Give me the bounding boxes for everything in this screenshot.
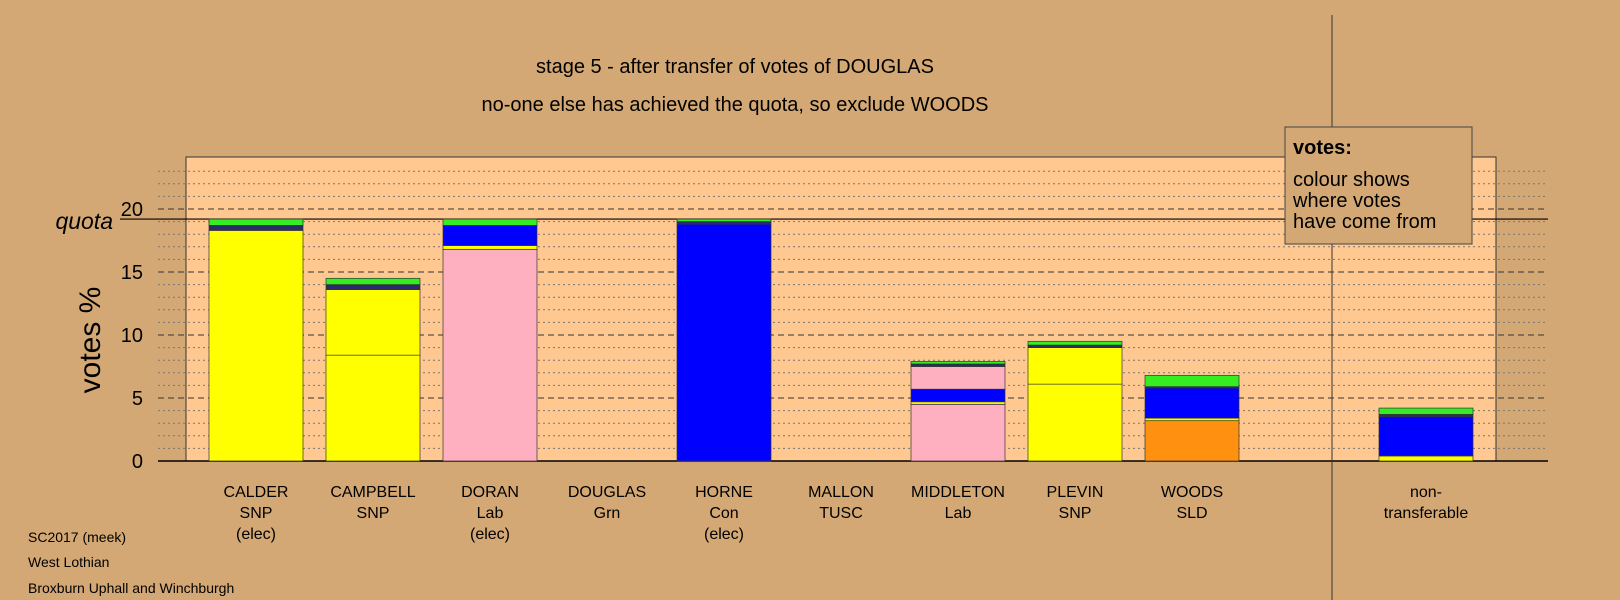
x-tick-label: DOUGLAS <box>568 484 646 501</box>
bar-woods-segment <box>1144 417 1240 422</box>
x-tick-label: (elec) <box>236 526 276 543</box>
bar-horne-segment <box>676 218 772 222</box>
bar-middleton-segment <box>910 388 1006 403</box>
bar-campbell-segment <box>325 354 421 462</box>
bar-middleton-segment <box>910 366 1006 390</box>
x-tick-label: Lab <box>945 505 972 522</box>
chart-title: stage 5 - after transfer of votes of DOU… <box>536 56 934 78</box>
x-tick-label: WOODS <box>1161 484 1223 501</box>
bar-nontransferable-segment <box>1378 414 1474 418</box>
chart-subtitle: no-one else has achieved the quota, so e… <box>482 94 989 116</box>
footer-council: West Lothian <box>28 554 110 570</box>
x-tick-label: Grn <box>594 505 621 522</box>
bar-nontransferable-segment <box>1378 416 1474 457</box>
bar-nontransferable-segment <box>1378 455 1474 462</box>
x-tick-label: CALDER <box>224 484 289 501</box>
y-tick-label: 15 <box>121 262 143 284</box>
y-tick-label: 20 <box>121 199 143 221</box>
bar-plevin-segment <box>1027 347 1123 385</box>
legend-line-1: colour shows <box>1293 169 1410 191</box>
y-tick-label: 5 <box>132 388 143 410</box>
bar-calder-segment <box>208 230 304 462</box>
nontransferable-label: non- <box>1410 484 1442 501</box>
nontransferable-label: transferable <box>1384 505 1469 522</box>
x-tick-label: SLD <box>1176 505 1207 522</box>
bar-doran-segment <box>442 248 538 462</box>
x-tick-label: (elec) <box>470 526 510 543</box>
bar-calder-segment <box>208 218 304 226</box>
bar-doran-segment <box>442 245 538 250</box>
bar-woods-segment <box>1144 374 1240 388</box>
y-tick-label: 10 <box>121 325 143 347</box>
legend: votes: colour shows where votes have com… <box>1284 126 1473 245</box>
bar-middleton-segment <box>910 361 1006 365</box>
x-tick-label: SNP <box>1059 505 1092 522</box>
bar-horne-segment <box>676 221 772 225</box>
x-tick-label: SNP <box>357 505 390 522</box>
bar-middleton-segment <box>910 363 1006 367</box>
x-tick-label: (elec) <box>704 526 744 543</box>
x-tick-label: DORAN <box>461 484 519 501</box>
legend-line-2: where votes <box>1292 190 1401 212</box>
bar-woods-segment <box>1144 387 1240 419</box>
bar-plevin-segment <box>1027 340 1123 346</box>
footer-ward: Broxburn Uphall and Winchburgh <box>28 580 235 596</box>
x-tick-label: TUSC <box>819 505 863 522</box>
bar-doran-segment <box>442 225 538 246</box>
bar-campbell-segment <box>325 284 421 290</box>
x-tick-label: Con <box>709 505 738 522</box>
bar-woods-segment <box>1144 420 1240 462</box>
x-tick-label: Lab <box>477 505 504 522</box>
bar-nontransferable-segment <box>1378 407 1474 415</box>
bar-horne-segment <box>676 223 772 462</box>
legend-title: votes: <box>1293 137 1352 159</box>
x-tick-label: MALLON <box>808 484 874 501</box>
y-tick-label: 0 <box>132 451 143 473</box>
y-axis-label: votes % <box>74 287 107 394</box>
bar-middleton-segment <box>910 401 1006 405</box>
legend-line-3: have come from <box>1293 211 1436 233</box>
x-tick-label: MIDDLETON <box>911 484 1005 501</box>
x-tick-label: HORNE <box>695 484 753 501</box>
bar-campbell-segment <box>325 289 421 356</box>
legend-box <box>1284 126 1473 245</box>
footer-election: SC2017 (meek) <box>28 529 127 545</box>
bar-middleton-segment <box>910 403 1006 462</box>
bar-doran-segment <box>442 218 538 226</box>
x-tick-label: SNP <box>240 505 273 522</box>
bar-plevin-segment <box>1027 383 1123 462</box>
bar-plevin-segment <box>1027 344 1123 348</box>
bar-calder-segment <box>208 225 304 231</box>
quota-label: quota <box>55 208 113 234</box>
bar-campbell-segment <box>325 277 421 285</box>
x-tick-label: CAMPBELL <box>330 484 415 501</box>
x-tick-label: PLEVIN <box>1047 484 1104 501</box>
